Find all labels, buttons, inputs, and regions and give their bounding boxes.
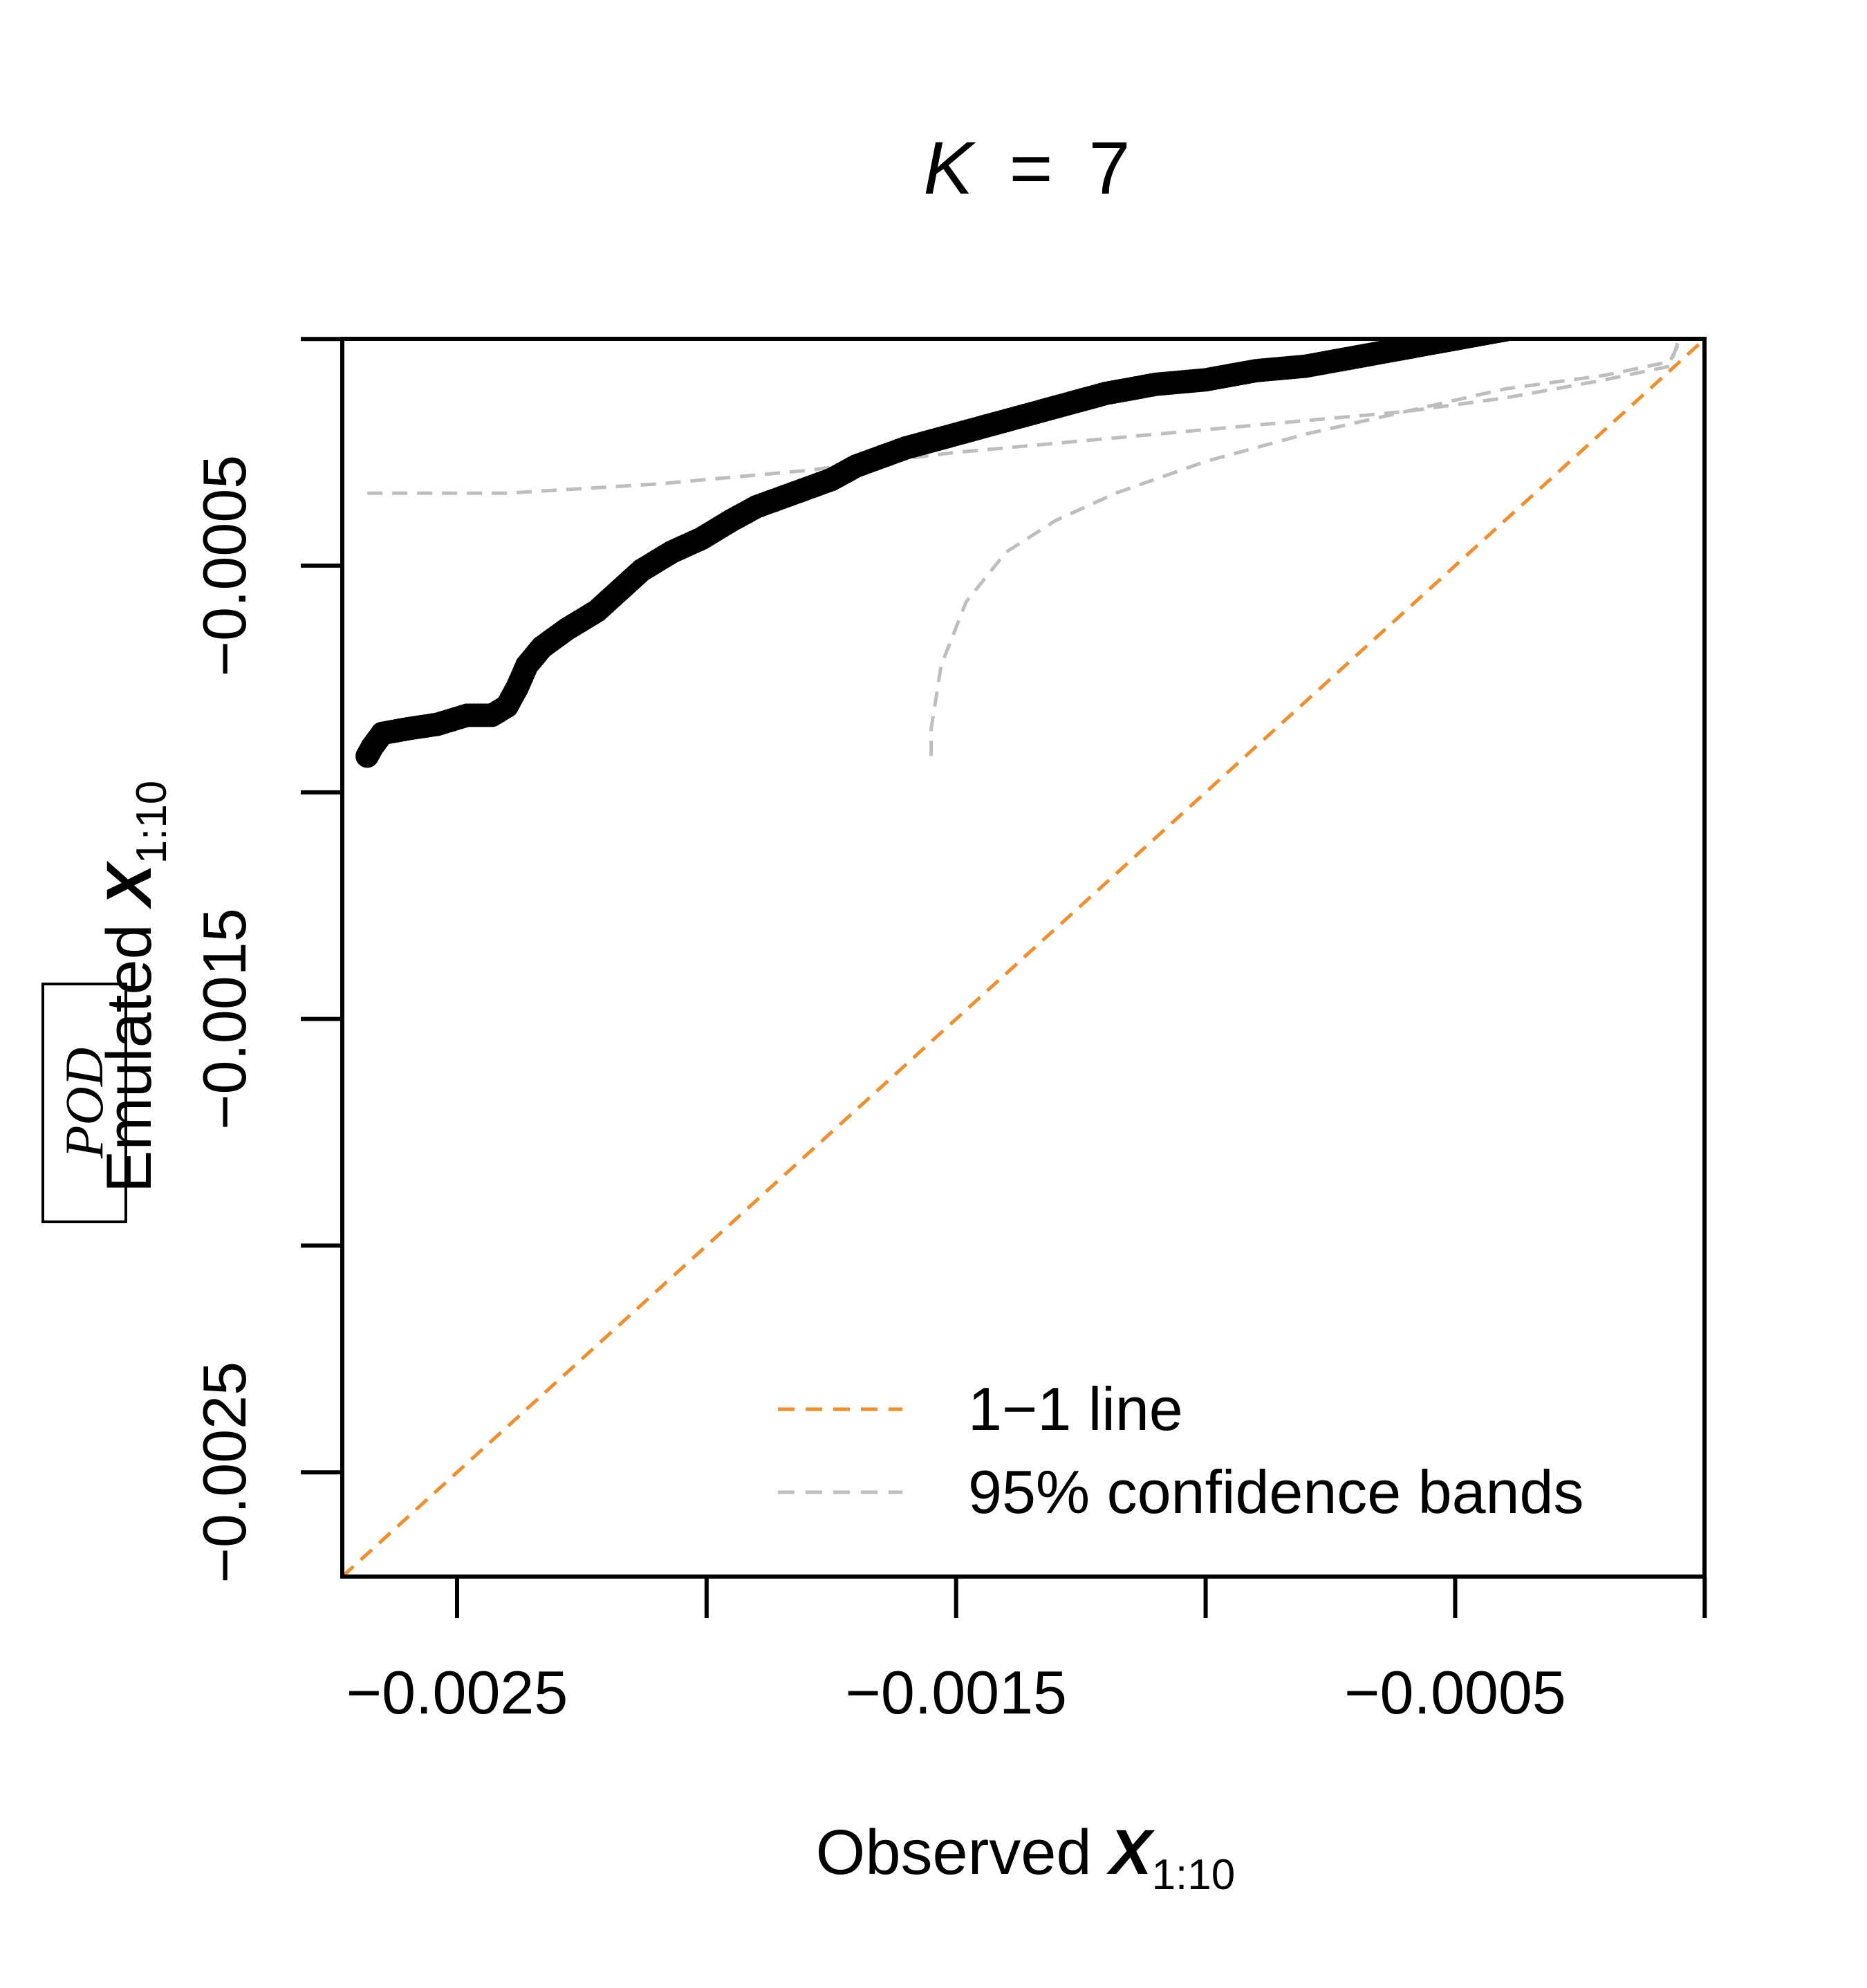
data-point: [1570, 304, 1594, 328]
title-variable: K: [923, 126, 976, 210]
x-tick-label: −0.0025: [346, 1658, 568, 1727]
data-point: [1675, 262, 1698, 286]
data-point: [1586, 301, 1609, 325]
data-point: [1512, 315, 1536, 338]
data-point: [1660, 275, 1683, 299]
data-point: [1653, 279, 1677, 303]
data-point: [1589, 301, 1613, 324]
data-point: [1656, 277, 1680, 301]
data-point: [1688, 250, 1711, 274]
data-point: [1566, 305, 1590, 328]
y-tick-label: −0.0025: [190, 1362, 259, 1583]
data-point: [1551, 308, 1575, 331]
series-line-3: [929, 339, 1684, 756]
y-tick-label: −0.0015: [190, 908, 259, 1130]
data-point: [1669, 268, 1693, 291]
y-axis-label-text: Emulated: [94, 907, 165, 1193]
method-label: POD: [41, 983, 127, 1223]
title-equals: =: [1009, 126, 1052, 210]
data-point: [1547, 308, 1570, 332]
x-axis-label: Observed X1:10: [816, 1817, 1235, 1899]
plot-area: [342, 245, 1716, 1577]
data-point: [1574, 304, 1597, 327]
data-point: [1666, 270, 1689, 294]
data-point: [1628, 290, 1651, 314]
data-point: [1678, 259, 1702, 283]
data-point: [1643, 286, 1666, 310]
data-point: [1640, 288, 1663, 311]
data-point: [1536, 310, 1559, 334]
data-point: [1539, 310, 1563, 333]
data-point: [1613, 295, 1636, 318]
data-point: [1581, 302, 1605, 326]
plot-series-group: [342, 245, 1716, 1577]
title-value: 7: [1089, 126, 1131, 210]
data-point: [1686, 252, 1709, 276]
data-point: [1532, 311, 1555, 335]
data-point: [1597, 299, 1621, 322]
legend: 1−1 line 95% confidence bands: [778, 1375, 1583, 1526]
y-axis-label: Emulated X1:10: [94, 781, 176, 1193]
data-point: [1524, 313, 1548, 336]
data-point: [1559, 306, 1582, 330]
chart-title: K = 7: [923, 126, 1130, 210]
data-point: [1516, 314, 1540, 337]
method-label-text: POD: [54, 1048, 114, 1159]
x-tick-label: −0.0005: [1344, 1658, 1566, 1727]
y-tick-label: −0.0005: [190, 455, 259, 677]
y-axis-label-main: Emulated X1:10: [94, 781, 176, 1193]
x-axis-label-text: Observed: [816, 1817, 1109, 1888]
data-point: [1521, 313, 1544, 337]
data-point: [1680, 257, 1704, 281]
x-axis-label-subscript: 1:10: [1152, 1851, 1236, 1899]
data-point: [1608, 296, 1632, 319]
data-point: [1605, 297, 1628, 320]
data-point: [1601, 298, 1624, 322]
plot-frame: [340, 337, 1707, 1579]
x-axis-label-variable: X: [1106, 1817, 1155, 1888]
data-point: [1543, 309, 1567, 333]
data-point: [1691, 248, 1714, 272]
data-point: [1693, 245, 1716, 269]
data-point: [1554, 307, 1578, 331]
data-point: [1632, 290, 1655, 313]
data-point: [1616, 294, 1640, 317]
data-point: [1683, 254, 1707, 278]
data-point: [1519, 339, 1522, 340]
data-point: [1650, 282, 1673, 306]
data-point: [1593, 300, 1617, 324]
data-point: [1663, 273, 1687, 297]
data-point: [1635, 288, 1659, 312]
legend-label-1-1-line: 1−1 line: [968, 1375, 1183, 1443]
data-point: [1624, 292, 1647, 315]
y-axis-label-subscript: 1:10: [128, 781, 176, 864]
data-point: [1563, 306, 1586, 329]
x-tick-label: −0.0015: [845, 1658, 1067, 1727]
data-point: [1672, 265, 1696, 288]
method-label-box: [41, 983, 127, 1223]
y-axis-label-variable: X: [94, 861, 165, 910]
data-point: [1528, 312, 1552, 335]
legend-label-confidence-bands: 95% confidence bands: [968, 1458, 1583, 1526]
data-point: [1578, 303, 1601, 326]
data-point: [1512, 339, 1521, 340]
series-line-2: [367, 339, 1682, 495]
data-point: [1646, 284, 1670, 308]
series-line-1: [342, 339, 1705, 1577]
data-point: [1620, 292, 1644, 316]
